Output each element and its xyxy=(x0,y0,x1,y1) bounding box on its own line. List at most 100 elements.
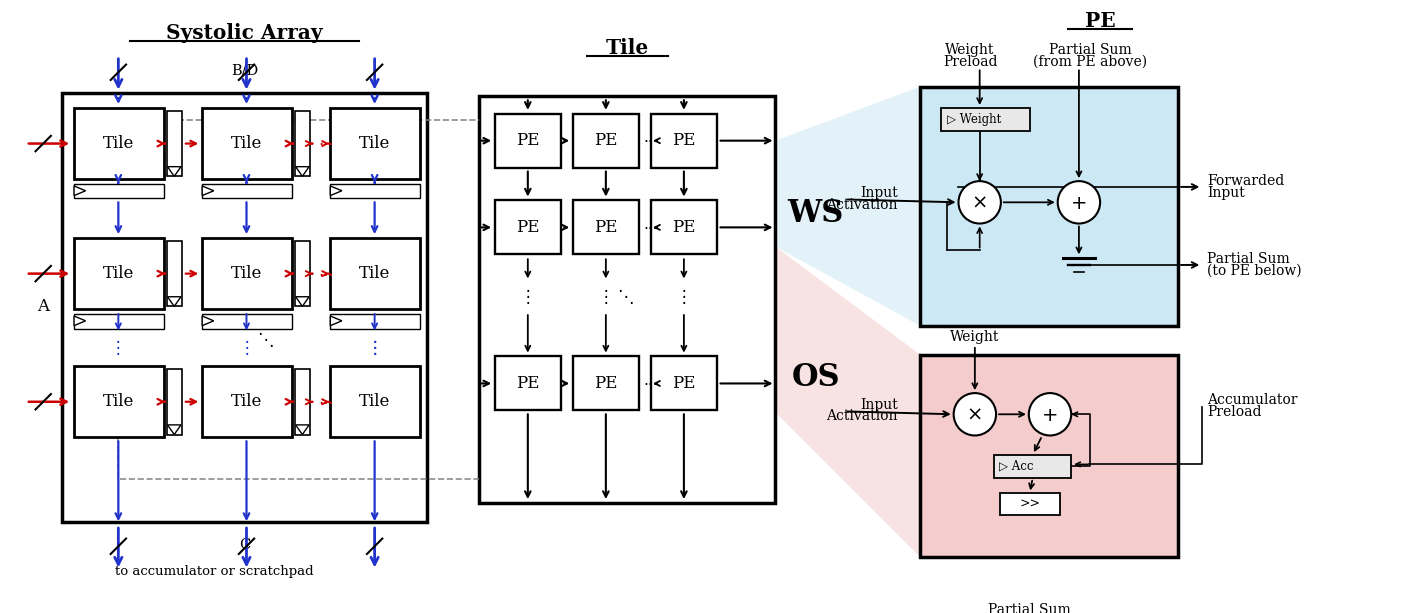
Text: +: + xyxy=(1041,406,1058,425)
Bar xyxy=(330,366,420,438)
Text: Input: Input xyxy=(860,398,897,412)
Text: (from PE above): (from PE above) xyxy=(1033,55,1148,69)
Bar xyxy=(74,108,164,179)
Text: Tile: Tile xyxy=(231,135,262,152)
Bar xyxy=(1000,493,1060,516)
Text: Preload: Preload xyxy=(1207,405,1262,419)
Polygon shape xyxy=(74,186,85,196)
Text: ⋮: ⋮ xyxy=(110,339,127,357)
Bar xyxy=(167,241,183,306)
Bar xyxy=(941,108,1030,131)
Text: Tile: Tile xyxy=(103,394,134,410)
Text: Activation: Activation xyxy=(826,409,897,423)
Circle shape xyxy=(1029,393,1071,435)
Bar xyxy=(294,111,310,177)
Text: PE: PE xyxy=(672,375,696,392)
Bar xyxy=(651,113,716,167)
Bar xyxy=(651,200,716,254)
Text: (to PE below): (to PE below) xyxy=(1207,264,1302,278)
Text: PE: PE xyxy=(516,132,539,149)
Bar xyxy=(995,455,1071,478)
Bar xyxy=(167,111,183,177)
Bar xyxy=(495,113,560,167)
Text: Partial Sum: Partial Sum xyxy=(1207,252,1290,266)
Text: PE: PE xyxy=(594,375,617,392)
Polygon shape xyxy=(202,316,214,326)
Bar xyxy=(74,366,164,438)
Bar xyxy=(294,369,310,435)
Text: ▷ Acc: ▷ Acc xyxy=(999,460,1033,473)
Text: WS: WS xyxy=(788,199,845,229)
Bar xyxy=(74,184,164,199)
Polygon shape xyxy=(296,425,308,435)
Bar xyxy=(651,357,716,411)
Bar xyxy=(478,96,775,503)
Text: ⋮: ⋮ xyxy=(597,287,614,306)
Text: ×: × xyxy=(966,406,983,425)
Text: Tile: Tile xyxy=(359,394,391,410)
Bar xyxy=(920,354,1179,557)
Text: PE: PE xyxy=(1085,11,1115,31)
Polygon shape xyxy=(296,167,308,177)
Polygon shape xyxy=(330,316,342,326)
Text: ×: × xyxy=(972,194,988,213)
Text: Accumulator: Accumulator xyxy=(1207,393,1298,407)
Text: OS: OS xyxy=(791,362,841,393)
Circle shape xyxy=(958,181,1000,224)
Text: ···: ··· xyxy=(318,395,334,413)
Text: ···: ··· xyxy=(318,137,334,154)
Text: Weight: Weight xyxy=(945,43,995,57)
Bar xyxy=(294,241,310,306)
Text: Tile: Tile xyxy=(359,265,391,282)
Text: PE: PE xyxy=(672,219,696,236)
Text: PE: PE xyxy=(516,219,539,236)
Text: B/D: B/D xyxy=(231,63,258,77)
Bar xyxy=(330,238,420,310)
Text: ⋮: ⋮ xyxy=(366,339,383,357)
Polygon shape xyxy=(167,167,181,177)
Polygon shape xyxy=(330,186,342,196)
Polygon shape xyxy=(167,297,181,306)
Bar xyxy=(330,314,420,329)
Text: ···: ··· xyxy=(644,135,658,150)
Text: Input: Input xyxy=(860,186,897,200)
Text: to accumulator or scratchpad: to accumulator or scratchpad xyxy=(116,565,314,578)
Text: ⋱: ⋱ xyxy=(617,287,634,306)
Text: C: C xyxy=(239,538,250,552)
Text: Tile: Tile xyxy=(231,265,262,282)
Bar xyxy=(330,184,420,199)
Polygon shape xyxy=(74,316,85,326)
Text: >>: >> xyxy=(1019,497,1040,511)
Text: +: + xyxy=(1071,194,1087,213)
Text: ▷ Weight: ▷ Weight xyxy=(947,113,1002,126)
Text: Weight: Weight xyxy=(949,330,999,345)
Polygon shape xyxy=(775,86,920,326)
Text: ···: ··· xyxy=(318,267,334,284)
Text: PE: PE xyxy=(594,132,617,149)
Polygon shape xyxy=(775,246,920,557)
Text: Tile: Tile xyxy=(231,394,262,410)
Bar xyxy=(495,357,560,411)
Bar xyxy=(920,86,1179,326)
Bar xyxy=(202,238,291,310)
Text: PE: PE xyxy=(594,219,617,236)
Text: Systolic Array: Systolic Array xyxy=(167,23,323,43)
Bar xyxy=(573,113,638,167)
Bar xyxy=(202,366,291,438)
Bar xyxy=(62,93,427,522)
Bar xyxy=(573,200,638,254)
Polygon shape xyxy=(167,425,181,435)
Text: Input: Input xyxy=(1207,186,1245,200)
Text: Tile: Tile xyxy=(606,38,648,58)
Bar xyxy=(202,314,291,329)
Text: PE: PE xyxy=(672,132,696,149)
Text: ···: ··· xyxy=(644,222,658,237)
Text: ⋱: ⋱ xyxy=(258,331,275,349)
Text: Preload: Preload xyxy=(942,55,998,69)
Bar xyxy=(202,184,291,199)
Bar xyxy=(330,108,420,179)
Text: A: A xyxy=(37,298,50,315)
Bar xyxy=(495,200,560,254)
Text: ⋮: ⋮ xyxy=(238,339,255,357)
Circle shape xyxy=(1058,181,1099,224)
